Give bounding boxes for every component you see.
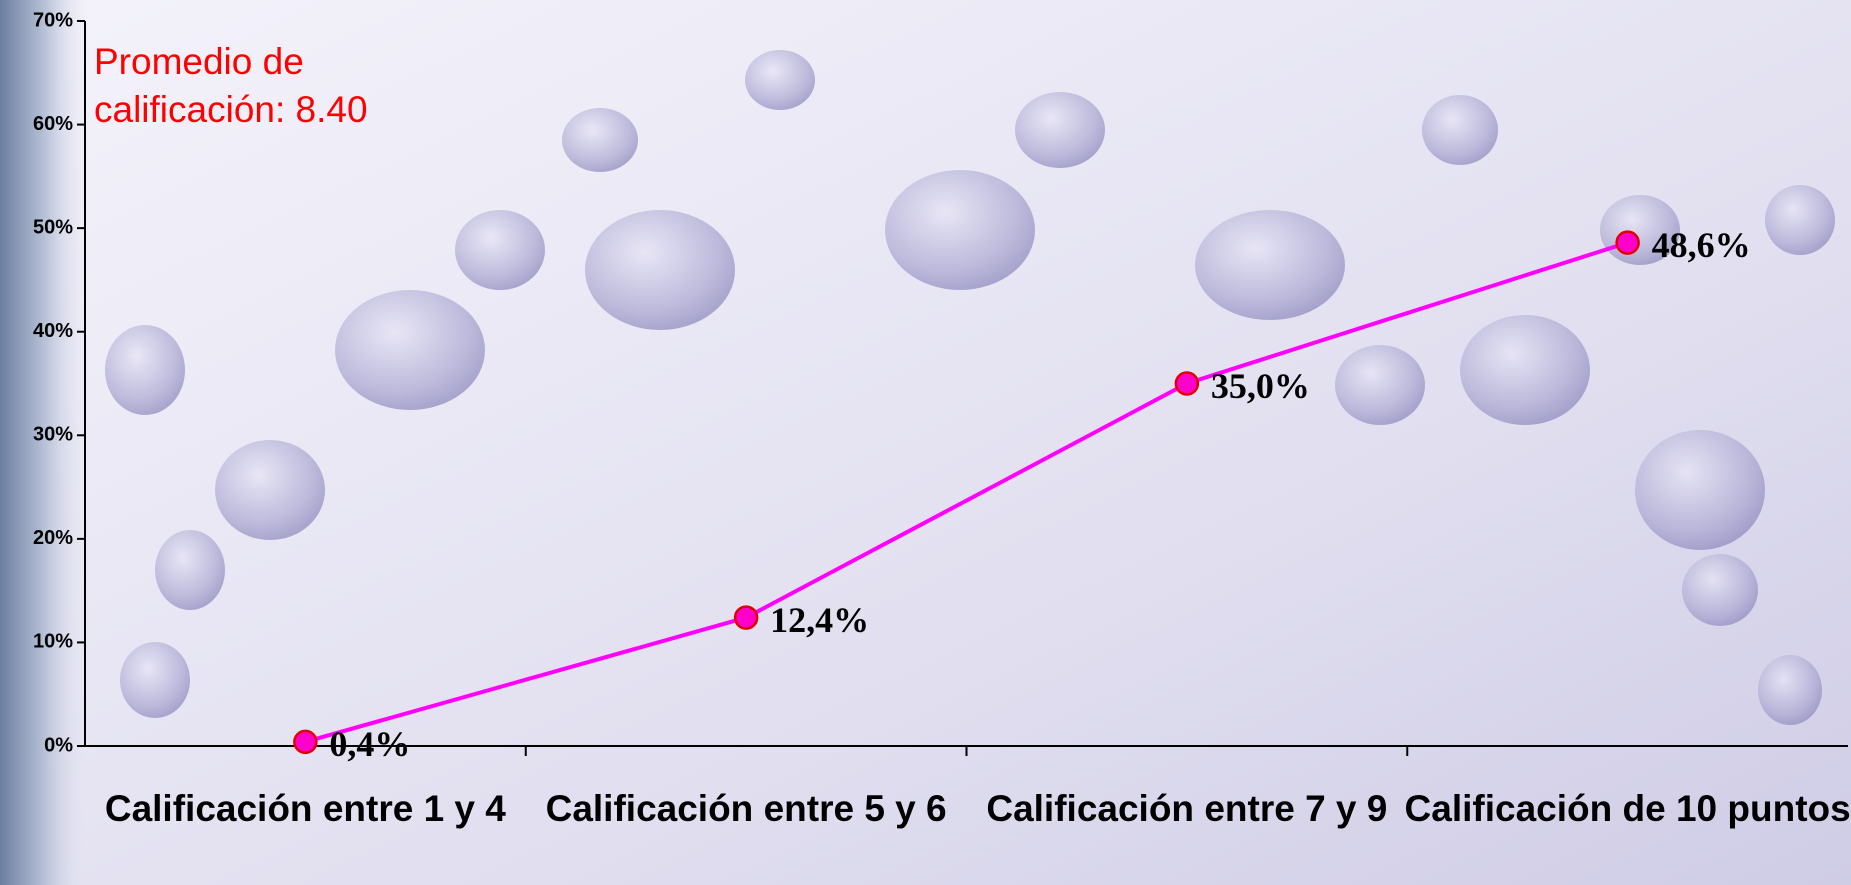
line xyxy=(304,240,1629,744)
y-tick-label: 60% xyxy=(33,113,73,135)
y-tick-label: 0% xyxy=(44,734,73,756)
data-label: 48,6% xyxy=(1652,225,1751,265)
y-tick-label: 20% xyxy=(33,527,73,549)
x-tick-label: Calificación de 10 puntos xyxy=(1404,788,1851,829)
x-tick-label: Calificación entre 5 y 6 xyxy=(545,788,947,829)
marker xyxy=(1174,371,1200,396)
y-tick-label: 50% xyxy=(33,216,73,238)
y-tick-label: 40% xyxy=(33,320,73,342)
y-tick-label: 10% xyxy=(33,631,73,653)
y-tick-label: 30% xyxy=(33,424,73,446)
marker xyxy=(1615,230,1640,255)
data-label: 12,4% xyxy=(770,600,869,640)
x-tick-label: Calificación entre 1 y 4 xyxy=(104,788,506,829)
annotation: Promedio de calificación: 8.40 xyxy=(94,41,368,130)
y-tick-label: 70% xyxy=(33,9,73,31)
marker xyxy=(733,605,759,630)
data-label: 35,0% xyxy=(1211,366,1310,406)
marker xyxy=(293,729,318,755)
data-label: 0,4% xyxy=(329,724,410,764)
x-tick-label: Calificación entre 7 y 9 xyxy=(986,788,1388,829)
